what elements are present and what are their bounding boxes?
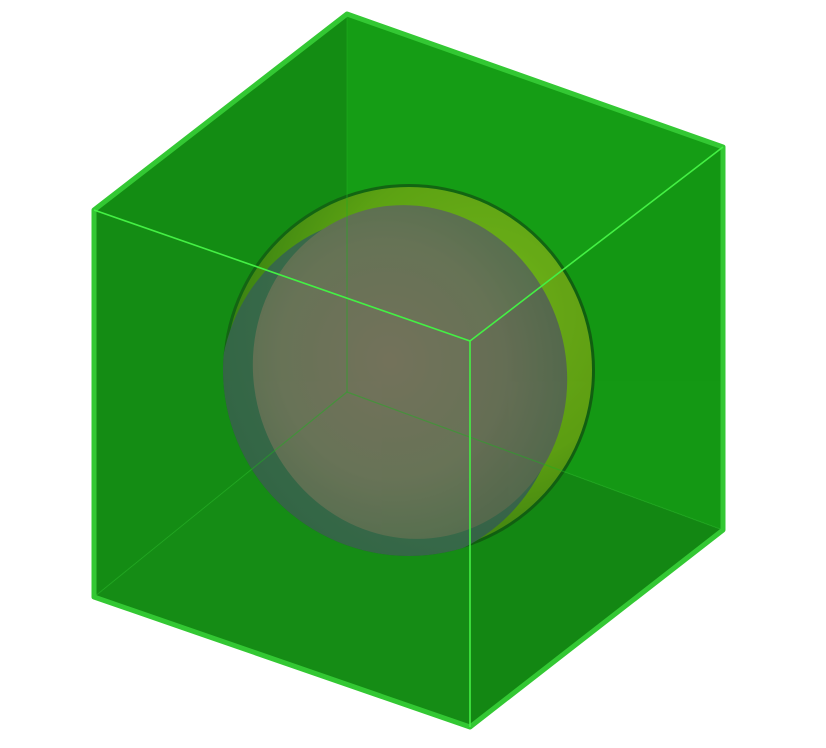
cube-front-faces [94, 14, 723, 727]
